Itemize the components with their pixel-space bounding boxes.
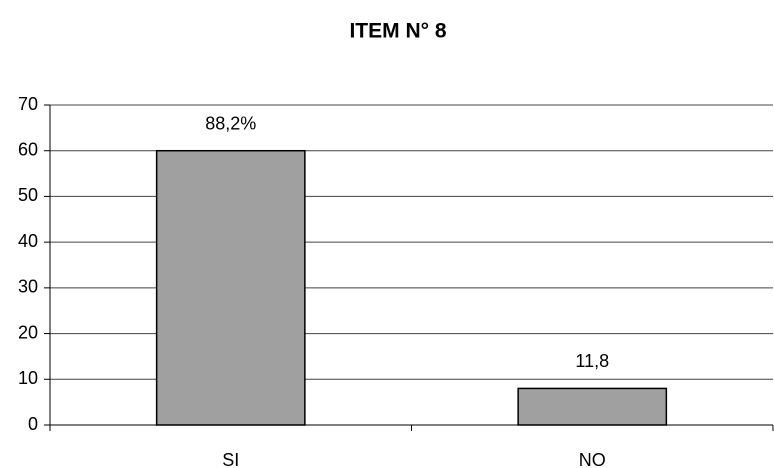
x-tick-label: SI: [222, 450, 239, 468]
chart-title: ITEM N° 8: [349, 20, 446, 43]
y-tick-label: 20: [18, 322, 38, 342]
y-tick-label: 30: [18, 277, 38, 297]
y-tick-label: 0: [28, 414, 38, 434]
y-tick-label: 70: [18, 94, 38, 114]
y-tick-label: 60: [18, 139, 38, 159]
bar: [517, 387, 668, 426]
bar: [155, 149, 306, 426]
y-tick-label: 10: [18, 368, 38, 388]
y-tick-label: 50: [18, 185, 38, 205]
bar-annotation: 88,2%: [205, 113, 256, 133]
bar-annotation: 11,8: [575, 351, 609, 371]
x-tick-label: NO: [579, 450, 606, 468]
y-tick-label: 40: [18, 231, 38, 251]
